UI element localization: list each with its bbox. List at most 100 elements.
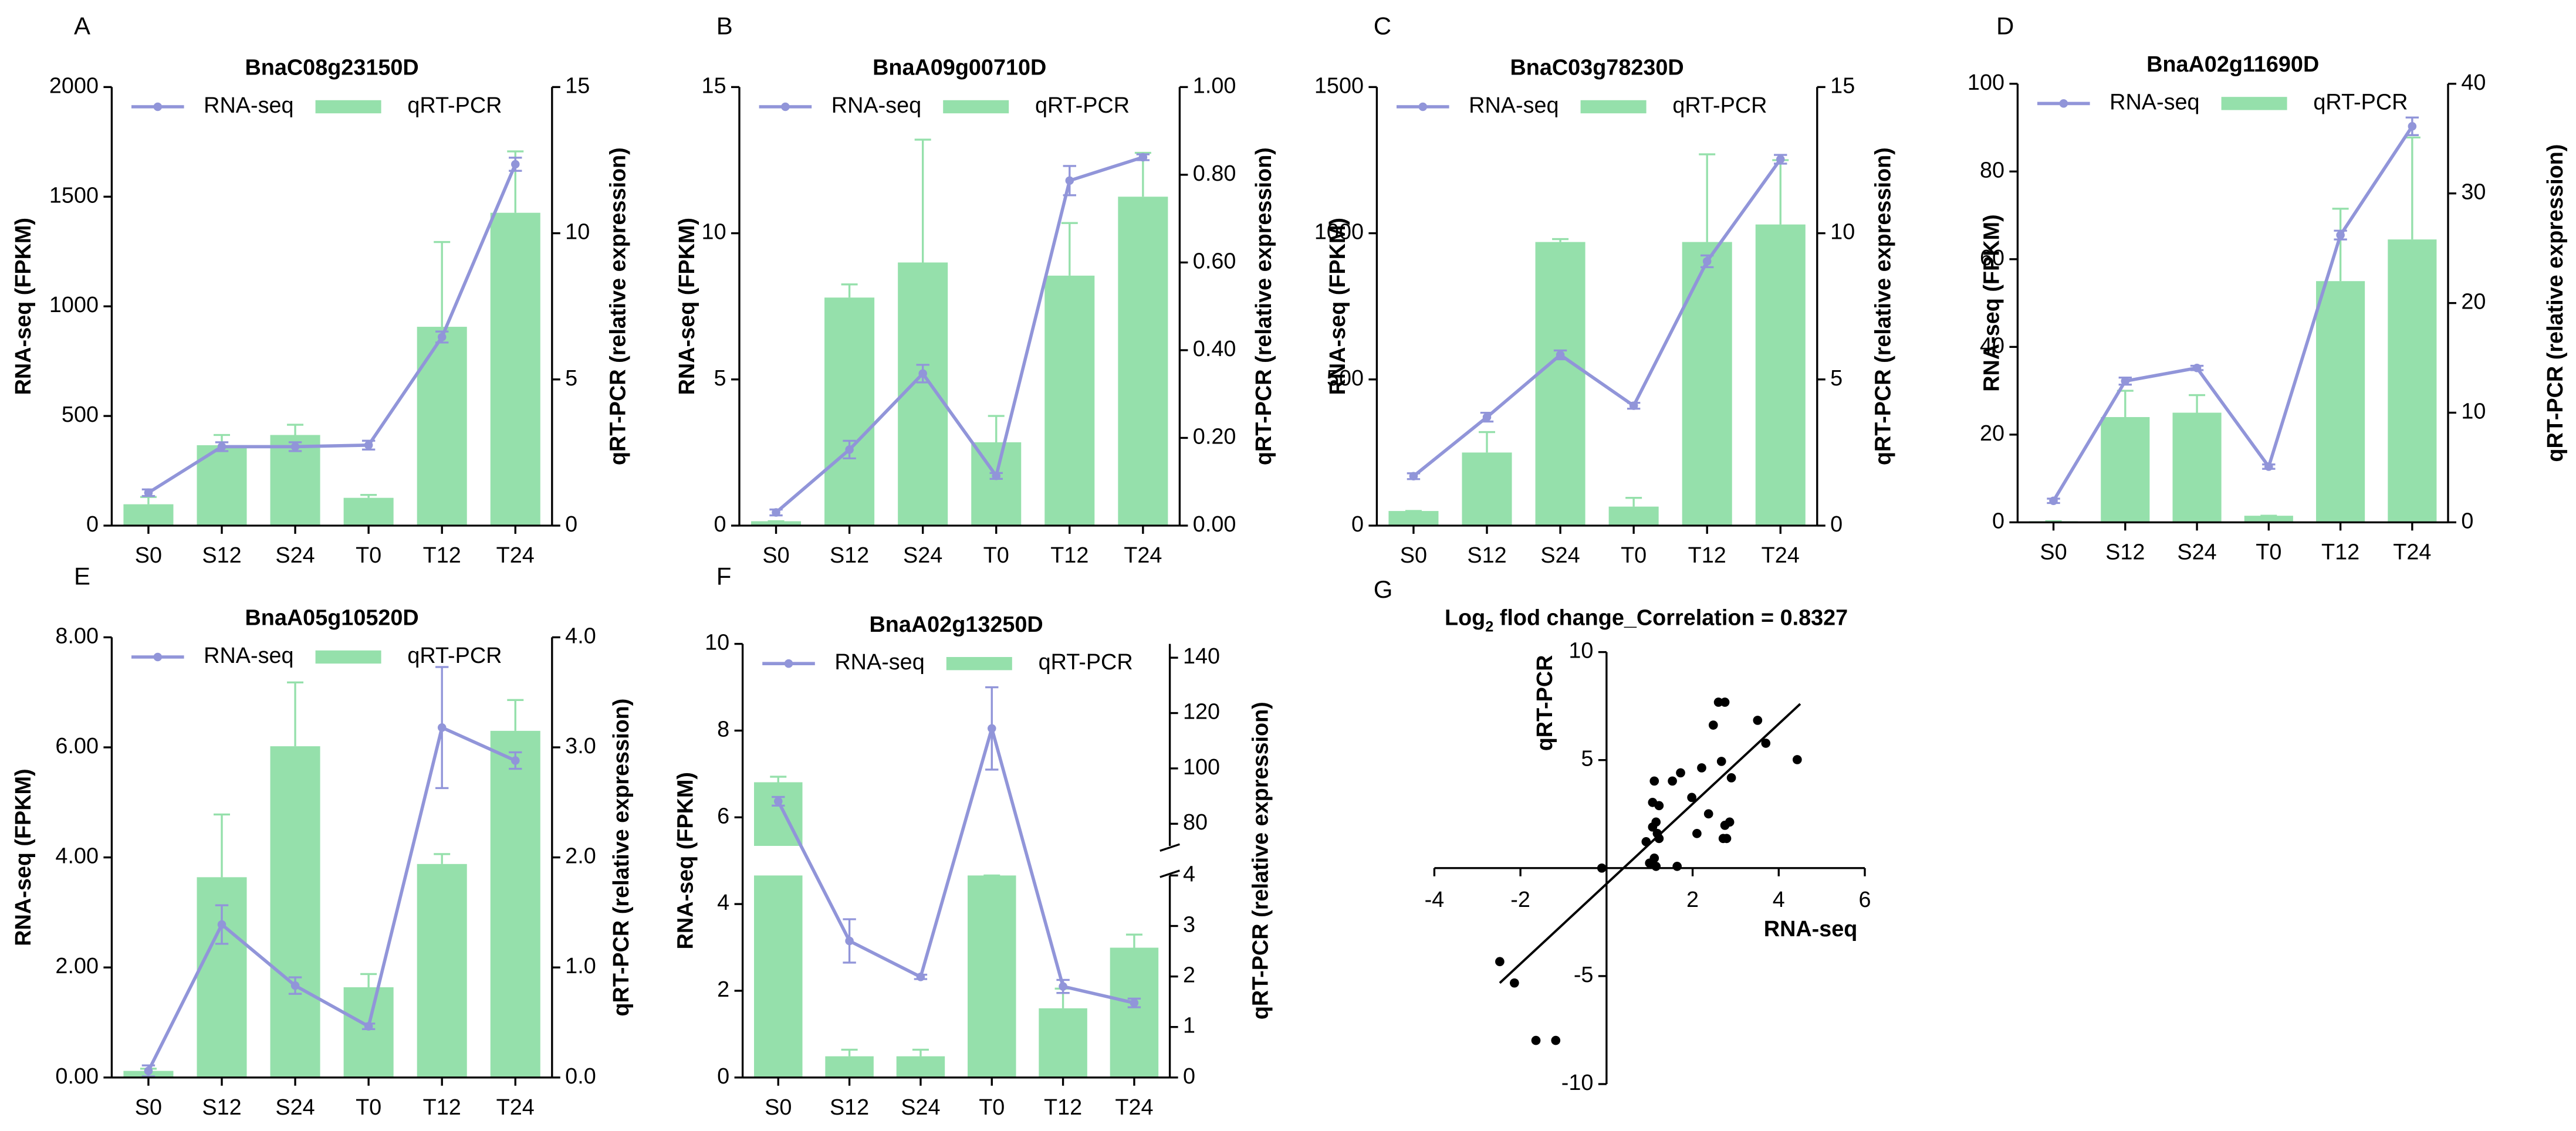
error-bar (507, 699, 524, 731)
panel-label: G (1374, 575, 1393, 603)
y2-tick-label: 15 (1830, 73, 1855, 98)
y2-tick-label: 1 (1183, 1014, 1195, 1038)
point (773, 797, 783, 806)
y2-tick-label: 4 (1183, 862, 1195, 886)
point (1713, 697, 1723, 707)
point (437, 723, 447, 732)
bar (971, 442, 1022, 526)
x-tick-label: T24 (2393, 540, 2431, 565)
point (1753, 716, 1763, 725)
bar (824, 297, 875, 526)
y2-axis-label: qRT-PCR (relative expression) (1248, 702, 1273, 1020)
title-part: flod change_Correlation = 0.8327 (1493, 606, 1848, 631)
point (1654, 801, 1664, 811)
legend-marker (153, 102, 163, 111)
error-bar (434, 241, 451, 327)
point (2408, 122, 2417, 131)
legend-swatch (315, 100, 381, 114)
error-bar (287, 681, 304, 747)
bar (1608, 506, 1659, 526)
legend-label: RNA-seq (1469, 93, 1559, 118)
y-axis-label: RNA-seq (FPKM) (1979, 214, 2004, 391)
point (1687, 793, 1696, 802)
bar (751, 521, 802, 526)
legend-label: qRT-PCR (407, 644, 502, 668)
bar (2244, 516, 2293, 523)
y-tick-label: 4.00 (55, 844, 99, 869)
x-tick-label: 6 (1858, 888, 1871, 912)
x-tick-label: 4 (1773, 888, 1785, 912)
x-tick-label: T24 (496, 1095, 535, 1120)
legend-label: RNA-seq (204, 644, 293, 668)
point (290, 981, 300, 990)
x-tick-label: T12 (423, 1095, 461, 1120)
bar (343, 987, 394, 1078)
y2-tick-label: 40 (2461, 70, 2486, 95)
x-tick-label: S12 (2105, 540, 2145, 565)
y-tick-label: 4 (717, 890, 729, 915)
y-tick-label: 6.00 (55, 734, 99, 758)
legend-swatch (1580, 100, 1647, 114)
y2-tick-label: 5 (1830, 366, 1843, 391)
point (1649, 854, 1659, 863)
y-tick-label: 0 (717, 1064, 729, 1089)
y-axis-label: qRT-PCR (1533, 655, 1557, 751)
legend-marker (781, 102, 790, 111)
chart-title: BnaC08g23150D (245, 56, 418, 80)
bar (2172, 412, 2222, 523)
bar (1462, 452, 1512, 526)
line (2052, 125, 2414, 502)
panel-label: B (716, 12, 733, 40)
legend-swatch (2221, 97, 2287, 110)
chart-title: BnaA02g11690D (2146, 52, 2319, 77)
y2-tick-label: 80 (1183, 810, 1208, 835)
y2-tick-label: 0 (1183, 1064, 1195, 1089)
x-tick-label: S24 (903, 543, 942, 568)
error-bar (2117, 390, 2134, 417)
y2-tick-label: 1.0 (565, 954, 596, 978)
y-tick-label: 8 (717, 717, 729, 741)
y-tick-label: 5 (1581, 747, 1593, 771)
y-tick-label: 500 (1327, 366, 1364, 391)
error-bar (360, 973, 377, 987)
bar (123, 504, 174, 526)
y2-tick-label: 3.0 (565, 734, 596, 758)
y2-tick-label: 120 (1183, 700, 1220, 724)
error-bar (2332, 208, 2349, 282)
error-bar (1125, 933, 1142, 948)
y-tick-label: 5 (714, 366, 726, 391)
bar (270, 746, 320, 1078)
x-tick-label: T12 (1050, 543, 1088, 568)
y2-tick-label: 0.0 (565, 1064, 596, 1089)
x-tick-label: S0 (1400, 543, 1427, 568)
y-axis-label: RNA-seq (FPKM) (673, 772, 698, 949)
chart-title: BnaA02g13250D (869, 612, 1043, 637)
y2-tick-label: 1.00 (1193, 73, 1236, 98)
y-tick-label: 100 (1968, 70, 2004, 95)
x-tick-label: S12 (1467, 543, 1506, 568)
x-tick-label: S24 (275, 543, 315, 568)
point (511, 160, 520, 169)
point (992, 471, 1001, 480)
point (1629, 401, 1638, 410)
y-axis-label: RNA-seq (FPKM) (675, 218, 699, 395)
point (1697, 763, 1706, 773)
y-tick-label: 0 (1351, 512, 1364, 537)
line (775, 155, 1144, 514)
x-tick-label: S12 (830, 543, 869, 568)
point (1409, 472, 1418, 481)
bar (1535, 242, 1586, 526)
point (1651, 862, 1661, 871)
y-tick-label: 10 (705, 631, 729, 655)
y-tick-label: 80 (1980, 158, 2004, 182)
y2-tick-label: 140 (1183, 644, 1220, 669)
y-tick-label: 0 (86, 512, 99, 537)
point (1720, 697, 1730, 707)
x-tick-label: T24 (1762, 543, 1800, 568)
y-axis-label: RNA-seq (FPKM) (11, 218, 36, 395)
x-tick-label: T12 (1688, 543, 1726, 568)
point (987, 724, 996, 733)
point (290, 442, 300, 451)
error-bar (1625, 496, 1642, 507)
legend-marker (1418, 102, 1428, 111)
